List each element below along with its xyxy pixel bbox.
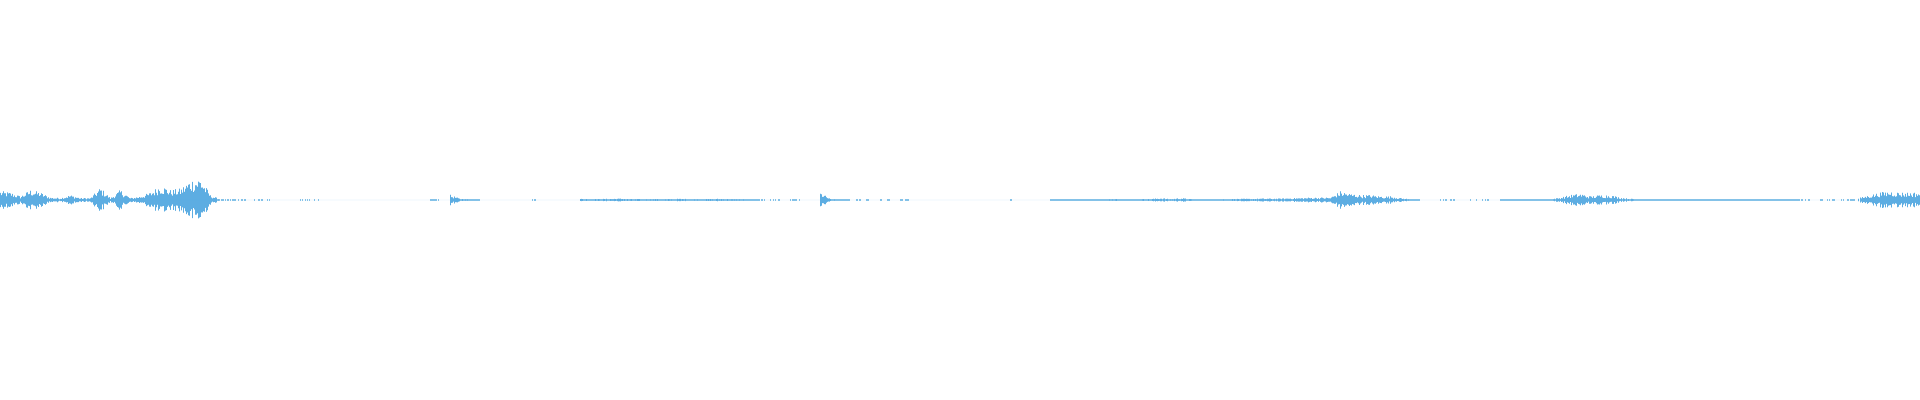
waveform-path [0, 181, 1920, 219]
